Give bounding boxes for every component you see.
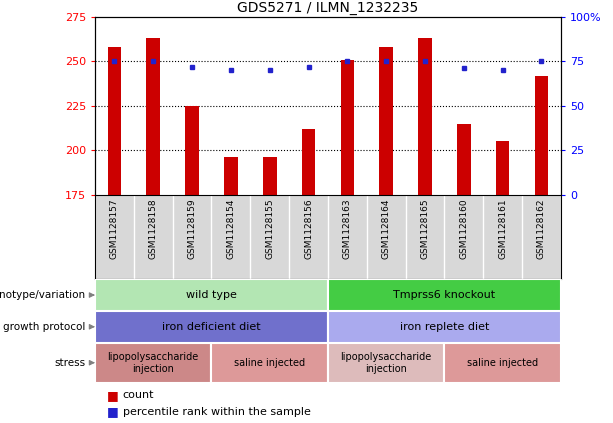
Text: percentile rank within the sample: percentile rank within the sample bbox=[123, 407, 310, 417]
Text: GSM1128160: GSM1128160 bbox=[459, 199, 468, 259]
Text: count: count bbox=[123, 390, 154, 401]
Text: GSM1128157: GSM1128157 bbox=[110, 199, 119, 259]
Text: GSM1128163: GSM1128163 bbox=[343, 199, 352, 259]
Text: growth protocol: growth protocol bbox=[3, 322, 86, 332]
Bar bbox=[457, 124, 471, 195]
Bar bbox=[328, 279, 561, 311]
Bar bbox=[95, 311, 328, 343]
Bar bbox=[224, 157, 238, 195]
Bar bbox=[535, 76, 548, 195]
Bar bbox=[379, 47, 393, 195]
Text: lipopolysaccharide
injection: lipopolysaccharide injection bbox=[108, 352, 199, 374]
Bar bbox=[211, 343, 328, 383]
Bar bbox=[341, 60, 354, 195]
Bar bbox=[328, 311, 561, 343]
Text: ■: ■ bbox=[107, 389, 119, 402]
Text: genotype/variation: genotype/variation bbox=[0, 290, 86, 300]
Text: GSM1128154: GSM1128154 bbox=[226, 199, 235, 259]
Bar bbox=[95, 343, 211, 383]
Text: saline injected: saline injected bbox=[467, 358, 538, 368]
Text: iron replete diet: iron replete diet bbox=[400, 322, 489, 332]
Text: GSM1128165: GSM1128165 bbox=[421, 199, 430, 259]
Text: GSM1128158: GSM1128158 bbox=[149, 199, 158, 259]
Bar bbox=[185, 106, 199, 195]
Bar bbox=[418, 38, 432, 195]
Bar bbox=[328, 343, 444, 383]
Text: GSM1128162: GSM1128162 bbox=[537, 199, 546, 259]
Text: GSM1128156: GSM1128156 bbox=[304, 199, 313, 259]
Bar bbox=[496, 141, 509, 195]
Bar bbox=[444, 343, 561, 383]
Text: ■: ■ bbox=[107, 405, 119, 418]
Text: GSM1128159: GSM1128159 bbox=[188, 199, 197, 259]
Text: GSM1128164: GSM1128164 bbox=[382, 199, 390, 259]
Text: iron deficient diet: iron deficient diet bbox=[162, 322, 261, 332]
Text: Tmprss6 knockout: Tmprss6 knockout bbox=[394, 290, 495, 300]
Bar bbox=[263, 157, 276, 195]
Text: lipopolysaccharide
injection: lipopolysaccharide injection bbox=[341, 352, 432, 374]
Text: wild type: wild type bbox=[186, 290, 237, 300]
Text: GSM1128155: GSM1128155 bbox=[265, 199, 274, 259]
Text: saline injected: saline injected bbox=[234, 358, 305, 368]
Bar bbox=[147, 38, 160, 195]
Bar bbox=[302, 129, 315, 195]
Bar bbox=[108, 47, 121, 195]
Title: GDS5271 / ILMN_1232235: GDS5271 / ILMN_1232235 bbox=[237, 0, 419, 14]
Text: GSM1128161: GSM1128161 bbox=[498, 199, 507, 259]
Bar bbox=[95, 279, 328, 311]
Text: stress: stress bbox=[55, 358, 86, 368]
